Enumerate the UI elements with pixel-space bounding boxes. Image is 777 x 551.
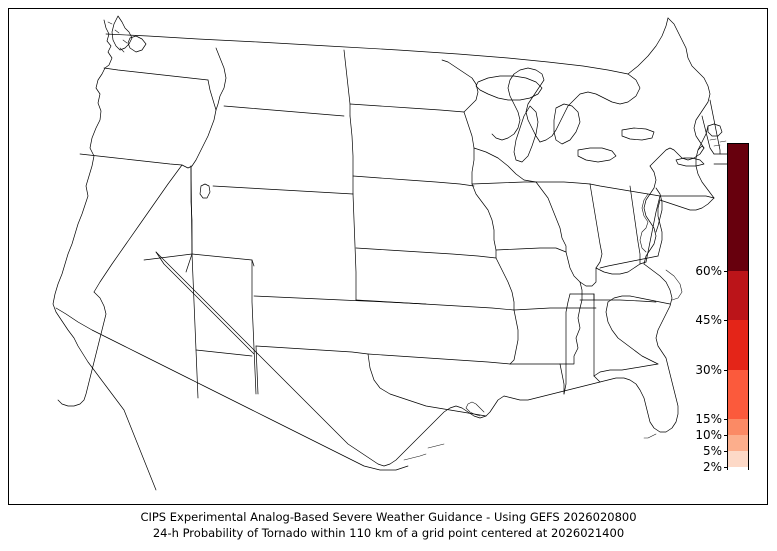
colorbar-tick-mark-2	[724, 467, 728, 468]
united-states-map	[52, 15, 743, 491]
colorbar-band-2-5	[728, 451, 748, 467]
colorbar-band-15-30	[728, 370, 748, 419]
colorbar-band-30-45	[728, 320, 748, 370]
figure-caption: CIPS Experimental Analog-Based Severe We…	[0, 509, 777, 541]
colorbar-tick-mark-10	[724, 435, 728, 436]
colorbar-tick-mark-15	[724, 419, 728, 420]
colorbar-tick-mark-30	[724, 370, 728, 371]
colorbar-band-below-2	[728, 467, 748, 471]
caption-line-2: 24-h Probability of Tornado within 110 k…	[152, 526, 625, 540]
colorbar-tick-label-15: 15%	[695, 412, 722, 426]
colorbar-tick-label-10: 10%	[695, 428, 722, 442]
colorbar-tick-label-2: 2%	[702, 460, 722, 474]
colorbar-tick-mark-45	[724, 320, 728, 321]
caption-line-1: CIPS Experimental Analog-Based Severe We…	[140, 510, 637, 524]
colorbar-tick-label-5: 5%	[702, 444, 722, 458]
colorbar-tick-label-60: 60%	[695, 264, 722, 278]
colorbar-band-10-15	[728, 419, 748, 435]
map-axes[interactable]	[8, 8, 768, 505]
colorbar-band-60plus	[728, 144, 748, 271]
colorbar-tick-mark-5	[724, 451, 728, 452]
colorbar-tick-label-45: 45%	[695, 313, 722, 327]
colorbar[interactable]: 60% 45% 30% 15% 10% 5% 2%	[695, 143, 749, 473]
colorbar-band-45-60	[728, 271, 748, 320]
colorbar-tick-label-30: 30%	[695, 363, 722, 377]
colorbar-band-5-10	[728, 435, 748, 451]
colorbar-tick-mark-60	[724, 271, 728, 272]
